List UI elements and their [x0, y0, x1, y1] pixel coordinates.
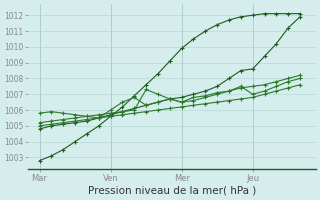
- X-axis label: Pression niveau de la mer( hPa ): Pression niveau de la mer( hPa ): [88, 186, 256, 196]
